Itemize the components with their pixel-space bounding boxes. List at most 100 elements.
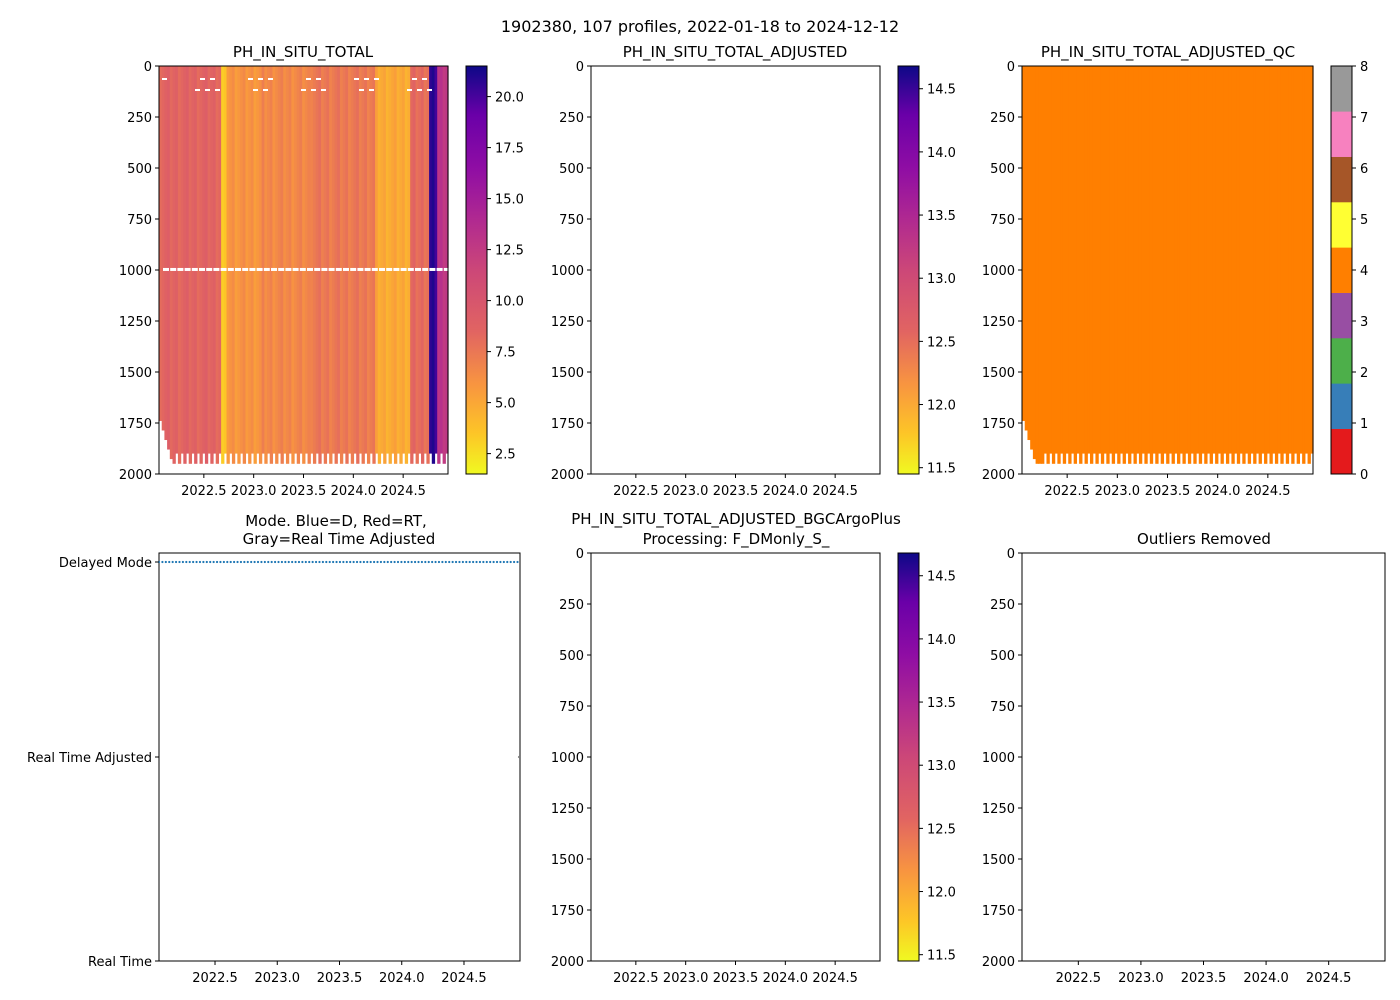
heatmap-cell bbox=[196, 66, 201, 454]
heatmap-cell bbox=[329, 66, 333, 464]
heatmap-cell bbox=[213, 66, 217, 454]
heatmap-cell bbox=[1060, 66, 1064, 454]
rt-adjusted-point bbox=[517, 755, 521, 759]
heatmap-cell bbox=[1163, 66, 1167, 454]
heatmap-cell bbox=[1185, 66, 1189, 454]
delayed-mode-point bbox=[506, 560, 509, 564]
missing-data-gap bbox=[374, 78, 379, 80]
heatmap-cell bbox=[245, 66, 249, 454]
colorbar-segment bbox=[1331, 428, 1352, 475]
x-tick-label: 2024.0 bbox=[379, 971, 425, 986]
colorbar-tick-label: 12.5 bbox=[495, 244, 524, 259]
delayed-mode-point bbox=[489, 560, 492, 564]
heatmap-cell bbox=[180, 66, 184, 454]
colorbar-tick-label: 12.0 bbox=[927, 399, 956, 414]
heatmap-cell bbox=[1255, 66, 1260, 454]
heatmap-cell bbox=[1261, 66, 1265, 454]
x-tick-label: 2023.0 bbox=[1118, 971, 1164, 986]
heatmap-cell bbox=[353, 66, 357, 454]
heatmap-cell bbox=[283, 66, 287, 454]
heatmap-cell bbox=[312, 66, 317, 464]
y-axis: 0 250 500 750 1000 1250 1500 1750 2000 bbox=[551, 547, 591, 970]
missing-data-gap bbox=[443, 267, 450, 271]
colorbar-tick-label: 14.5 bbox=[927, 83, 956, 98]
delayed-mode-point bbox=[284, 560, 287, 564]
delayed-mode-point bbox=[475, 560, 478, 564]
missing-data-gap bbox=[316, 78, 321, 80]
heatmap-cell bbox=[410, 66, 414, 464]
heatmap-cell bbox=[161, 66, 166, 431]
heatmap-cell bbox=[356, 66, 360, 464]
heatmap-cell bbox=[248, 66, 252, 464]
y-tick-label: 750 bbox=[990, 700, 1015, 715]
missing-data-gap bbox=[307, 267, 313, 271]
y-tick-label: Delayed Mode bbox=[59, 556, 152, 571]
heatmap-cell bbox=[1027, 66, 1031, 441]
heatmap-cell bbox=[1291, 66, 1295, 464]
heatmap-cell bbox=[1046, 66, 1050, 464]
y-axis: 0 250 500 750 1000 1250 1500 1750 2000 bbox=[551, 60, 591, 483]
panel-title: Mode. Blue=D, Red=RT, bbox=[245, 512, 427, 530]
delayed-mode-point bbox=[393, 560, 396, 564]
colorbar-tick-label: 14.5 bbox=[927, 570, 956, 585]
heatmap-cell bbox=[1245, 66, 1249, 454]
y-tick-label: 1250 bbox=[119, 315, 152, 330]
heatmap-cell bbox=[280, 66, 284, 464]
delayed-mode-point bbox=[246, 560, 249, 564]
delayed-mode-point bbox=[410, 560, 413, 564]
y-tick-label: 0 bbox=[144, 60, 152, 75]
heatmap-cell bbox=[1130, 66, 1135, 454]
missing-data-gap bbox=[427, 89, 432, 91]
heatmap-cell bbox=[318, 66, 322, 464]
x-tick-label: 2022.5 bbox=[1044, 484, 1090, 499]
heatmap-cell bbox=[331, 66, 336, 454]
heatmap-cell bbox=[1032, 66, 1037, 460]
delayed-mode-point bbox=[233, 560, 236, 564]
colorbar-tick-label: 17.5 bbox=[495, 142, 524, 157]
delayed-mode-point bbox=[308, 560, 311, 564]
y-tick-label: 750 bbox=[990, 213, 1015, 228]
heatmap-cell bbox=[1296, 66, 1301, 464]
heatmap-cell bbox=[393, 66, 398, 464]
heatmap-cell bbox=[218, 66, 222, 454]
missing-data-gap bbox=[268, 78, 273, 80]
heatmap-cell bbox=[261, 66, 265, 454]
missing-data-gap bbox=[213, 267, 220, 271]
delayed-mode-point bbox=[174, 560, 178, 564]
delayed-mode-point bbox=[338, 560, 342, 564]
y-tick-label: 1000 bbox=[982, 751, 1015, 766]
heatmap-cell bbox=[1147, 66, 1151, 454]
heatmap-cell bbox=[1087, 66, 1091, 454]
colorbar-tick-label: 8 bbox=[1360, 60, 1368, 75]
missing-data-gap bbox=[248, 78, 253, 80]
missing-data-gap bbox=[311, 89, 316, 91]
figure-suptitle: 1902380, 107 profiles, 2022-01-18 to 202… bbox=[501, 17, 899, 36]
x-tick-label: 2023.0 bbox=[663, 484, 709, 499]
panel-outliers-removed: Outliers Removed 0 250 500 750 1000 1250 1500 1… bbox=[982, 530, 1386, 986]
delayed-mode-point bbox=[482, 560, 485, 564]
missing-data-gap bbox=[335, 267, 342, 271]
delayed-mode-point bbox=[400, 560, 403, 564]
heatmap-cell bbox=[361, 66, 365, 464]
heatmap-cell bbox=[1283, 66, 1287, 454]
heatmap-cell bbox=[1117, 66, 1121, 464]
heatmap-cell bbox=[1138, 66, 1143, 464]
heatmap-cell bbox=[307, 66, 311, 464]
missing-data-gap bbox=[249, 267, 256, 271]
heatmap-cell bbox=[1068, 66, 1072, 464]
missing-data-gap bbox=[184, 267, 191, 271]
missing-data-gap bbox=[407, 89, 412, 91]
delayed-mode-point bbox=[161, 560, 164, 564]
missing-data-gap bbox=[256, 267, 263, 271]
heatmap-cell bbox=[1155, 66, 1159, 464]
heatmap-cell bbox=[404, 66, 409, 464]
heatmap-cell bbox=[1089, 66, 1094, 464]
colorbar-segment bbox=[1331, 202, 1352, 248]
heatmap-cell bbox=[215, 66, 220, 464]
delayed-mode-point bbox=[239, 560, 243, 564]
colorbar-tick-label: 4 bbox=[1360, 264, 1368, 279]
heatmap-cell bbox=[364, 66, 368, 454]
y-tick-label: 500 bbox=[559, 162, 584, 177]
missing-data-gap bbox=[299, 267, 306, 271]
x-tick-label: 2023.0 bbox=[1095, 484, 1141, 499]
